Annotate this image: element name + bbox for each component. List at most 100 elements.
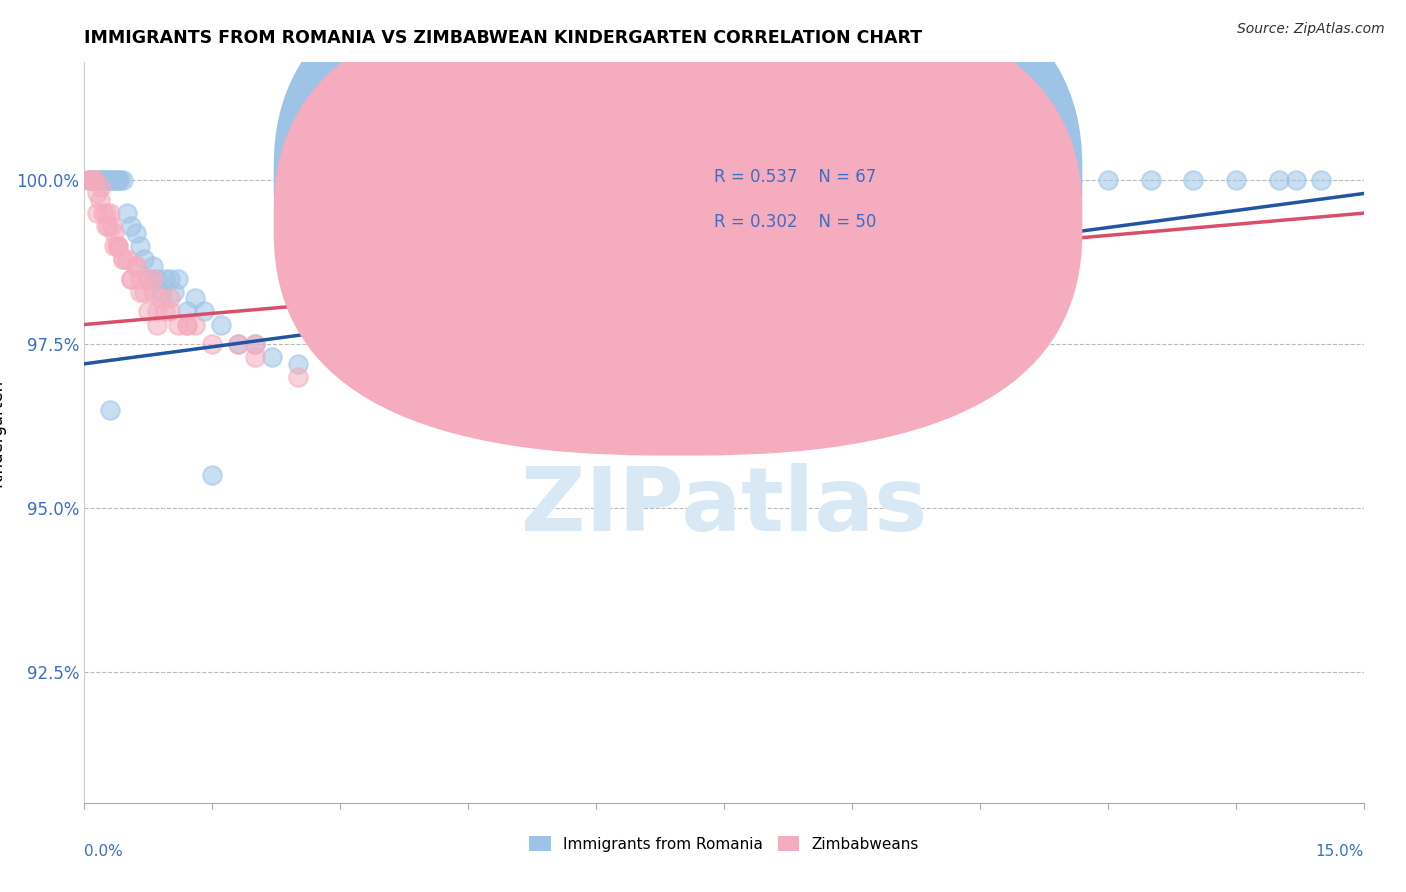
Point bbox=[77, 173, 100, 187]
Point bbox=[142, 271, 165, 285]
Point bbox=[150, 285, 173, 299]
Point bbox=[89, 193, 111, 207]
Point bbox=[97, 173, 120, 187]
Text: Source: ZipAtlas.com: Source: ZipAtlas.com bbox=[1237, 22, 1385, 37]
Point bbox=[371, 357, 394, 371]
Point bbox=[91, 206, 114, 220]
Point bbox=[1011, 173, 1033, 187]
Point bbox=[86, 206, 108, 220]
Point bbox=[927, 173, 949, 187]
Point bbox=[155, 304, 177, 318]
Point bbox=[98, 206, 121, 220]
Point bbox=[163, 285, 186, 299]
Point bbox=[184, 318, 207, 332]
Point bbox=[312, 337, 335, 351]
Point bbox=[150, 291, 173, 305]
Point bbox=[94, 219, 117, 234]
Point bbox=[124, 259, 146, 273]
Point bbox=[80, 173, 103, 187]
Point bbox=[201, 468, 224, 483]
Point bbox=[243, 337, 266, 351]
Point bbox=[103, 239, 125, 253]
FancyBboxPatch shape bbox=[274, 0, 1083, 411]
Point bbox=[98, 402, 121, 417]
Point bbox=[671, 318, 693, 332]
Point bbox=[243, 351, 266, 365]
FancyBboxPatch shape bbox=[634, 144, 993, 262]
Point bbox=[1054, 173, 1077, 187]
Text: IMMIGRANTS FROM ROMANIA VS ZIMBABWEAN KINDERGARTEN CORRELATION CHART: IMMIGRANTS FROM ROMANIA VS ZIMBABWEAN KI… bbox=[84, 29, 922, 47]
Point bbox=[499, 226, 522, 240]
Point bbox=[115, 252, 138, 266]
Point bbox=[226, 337, 249, 351]
Point bbox=[146, 318, 169, 332]
Point bbox=[138, 271, 160, 285]
Point bbox=[209, 318, 232, 332]
Point bbox=[755, 351, 778, 365]
Point bbox=[1139, 173, 1161, 187]
Point bbox=[105, 239, 128, 253]
Point bbox=[713, 337, 735, 351]
Point bbox=[841, 318, 863, 332]
Point bbox=[84, 173, 107, 187]
Point bbox=[146, 271, 169, 285]
Text: ZIPatlas: ZIPatlas bbox=[522, 463, 927, 550]
Point bbox=[167, 318, 190, 332]
Point bbox=[111, 252, 134, 266]
Text: R = 0.302    N = 50: R = 0.302 N = 50 bbox=[714, 212, 876, 231]
Point bbox=[371, 357, 394, 371]
Point bbox=[799, 337, 821, 351]
Point bbox=[176, 304, 198, 318]
Point bbox=[176, 318, 198, 332]
Point bbox=[124, 259, 146, 273]
Point bbox=[260, 351, 283, 365]
Point bbox=[627, 337, 650, 351]
Point bbox=[89, 173, 111, 187]
Point bbox=[167, 271, 190, 285]
Point bbox=[111, 252, 134, 266]
Point bbox=[128, 271, 150, 285]
Legend: Immigrants from Romania, Zimbabweans: Immigrants from Romania, Zimbabweans bbox=[523, 830, 925, 858]
Point bbox=[142, 285, 165, 299]
Point bbox=[1267, 173, 1289, 187]
Point bbox=[111, 173, 134, 187]
Point bbox=[969, 173, 991, 187]
Point bbox=[120, 271, 142, 285]
Point bbox=[329, 337, 352, 351]
Point bbox=[193, 304, 215, 318]
Point bbox=[1097, 173, 1119, 187]
Point bbox=[415, 337, 437, 351]
Point bbox=[184, 291, 207, 305]
Point bbox=[132, 285, 155, 299]
Point bbox=[883, 351, 905, 365]
Point bbox=[120, 271, 142, 285]
Point bbox=[132, 252, 155, 266]
Text: 0.0%: 0.0% bbox=[84, 844, 124, 858]
Point bbox=[159, 304, 181, 318]
Point bbox=[98, 173, 121, 187]
Point bbox=[107, 239, 129, 253]
Text: R = 0.537    N = 67: R = 0.537 N = 67 bbox=[714, 169, 876, 186]
Point bbox=[585, 318, 607, 332]
Point bbox=[155, 271, 177, 285]
Point bbox=[100, 219, 122, 234]
Point bbox=[226, 337, 249, 351]
Point bbox=[80, 173, 103, 187]
Point bbox=[138, 304, 160, 318]
Point bbox=[107, 173, 129, 187]
Point bbox=[128, 239, 150, 253]
Point bbox=[82, 173, 104, 187]
Point bbox=[201, 337, 224, 351]
Point bbox=[543, 337, 565, 351]
Point bbox=[103, 226, 125, 240]
Point bbox=[146, 304, 169, 318]
Point bbox=[107, 239, 129, 253]
Point bbox=[128, 285, 150, 299]
Point bbox=[82, 173, 104, 187]
Point bbox=[97, 219, 120, 234]
Point bbox=[91, 173, 114, 187]
Point bbox=[83, 173, 105, 187]
Point bbox=[124, 226, 146, 240]
Point bbox=[90, 173, 112, 187]
Point bbox=[457, 351, 479, 365]
